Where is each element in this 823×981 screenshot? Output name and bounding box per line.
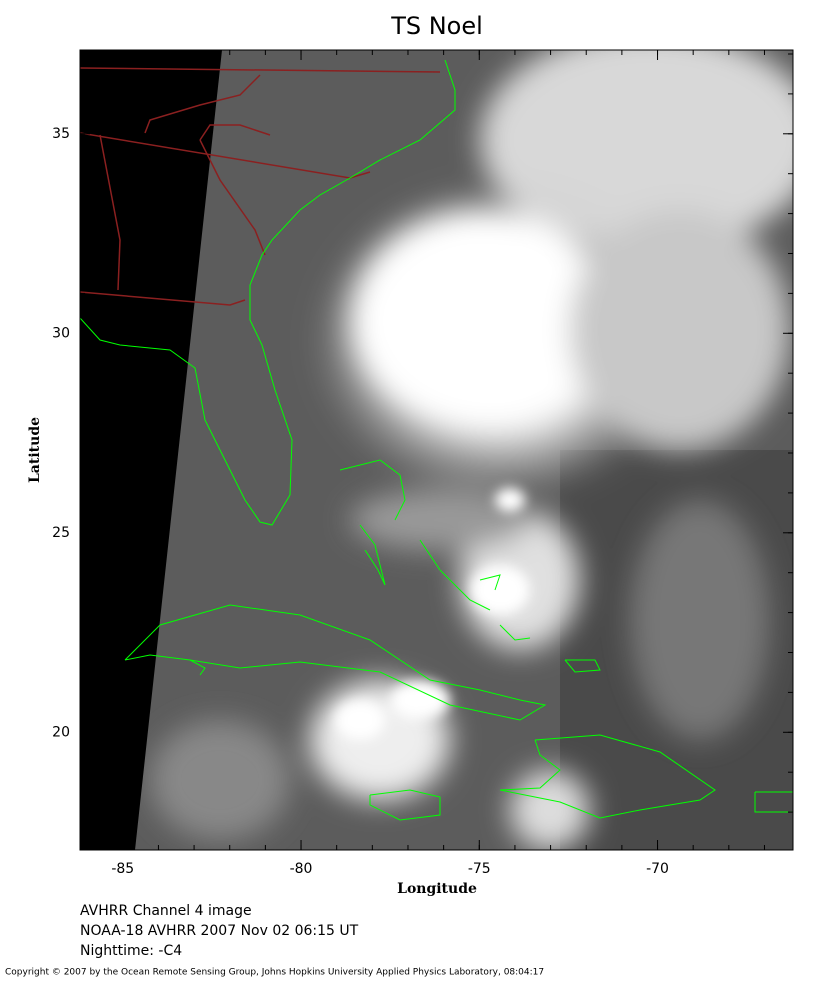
copyright: Copyright © 2007 by the Ocean Remote Sen… <box>5 968 544 978</box>
satellite-image <box>80 50 793 850</box>
y-tick-label: 35 <box>52 126 70 142</box>
x-tick-label: -85 <box>111 861 134 877</box>
y-tick-label: 30 <box>52 325 70 341</box>
x-axis-label: Longitude <box>397 881 477 897</box>
plot-frame <box>79 49 794 851</box>
caption-line: NOAA-18 AVHRR 2007 Nov 02 06:15 UT <box>80 923 359 939</box>
map-title: TS Noel <box>390 12 483 40</box>
x-tick-label: -80 <box>290 861 313 877</box>
x-tick-label: -75 <box>468 861 491 877</box>
caption-line: AVHRR Channel 4 image <box>80 903 252 919</box>
y-axis-label: Latitude <box>27 417 43 483</box>
caption-line: Nighttime: -C4 <box>80 943 182 959</box>
y-tick-label: 25 <box>52 525 70 541</box>
y-tick-label: 20 <box>52 724 70 740</box>
coastlines <box>80 59 793 821</box>
x-tick-label: -70 <box>646 861 669 877</box>
